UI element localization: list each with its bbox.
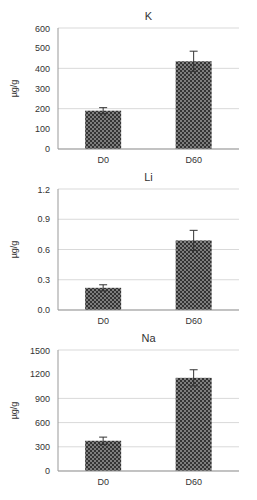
svg-text:1200: 1200	[30, 369, 50, 379]
svg-text:1500: 1500	[30, 346, 50, 356]
svg-text:D0: D0	[97, 477, 109, 487]
svg-text:µg/g: µg/g	[9, 241, 19, 259]
svg-text:400: 400	[35, 64, 50, 74]
svg-text:D0: D0	[97, 316, 109, 326]
svg-text:500: 500	[35, 43, 50, 53]
svg-text:0.0: 0.0	[37, 305, 50, 315]
html-text:Na: Na	[141, 332, 156, 344]
svg-text:D60: D60	[185, 316, 202, 326]
html-text:Li: Li	[144, 171, 153, 183]
svg-text:100: 100	[35, 124, 50, 134]
svg-text:D60: D60	[185, 155, 202, 165]
svg-text:0: 0	[45, 144, 50, 154]
html-text:K: K	[144, 10, 153, 22]
svg-text:0.6: 0.6	[37, 245, 50, 255]
svg-text:0: 0	[45, 466, 50, 476]
svg-text:600: 600	[35, 24, 50, 34]
svg-text:900: 900	[35, 394, 50, 404]
svg-text:300: 300	[35, 442, 50, 452]
svg-text:µg/g: µg/g	[9, 402, 19, 420]
svg-text:600: 600	[35, 418, 50, 428]
svg-text:D60: D60	[185, 477, 202, 487]
svg-text:0.9: 0.9	[37, 214, 50, 224]
svg-text:0.3: 0.3	[37, 275, 50, 285]
svg-text:µg/g: µg/g	[9, 80, 19, 98]
svg-text:200: 200	[35, 104, 50, 114]
svg-text:1.2: 1.2	[37, 185, 50, 195]
svg-text:D0: D0	[97, 155, 109, 165]
svg-text:300: 300	[35, 84, 50, 94]
